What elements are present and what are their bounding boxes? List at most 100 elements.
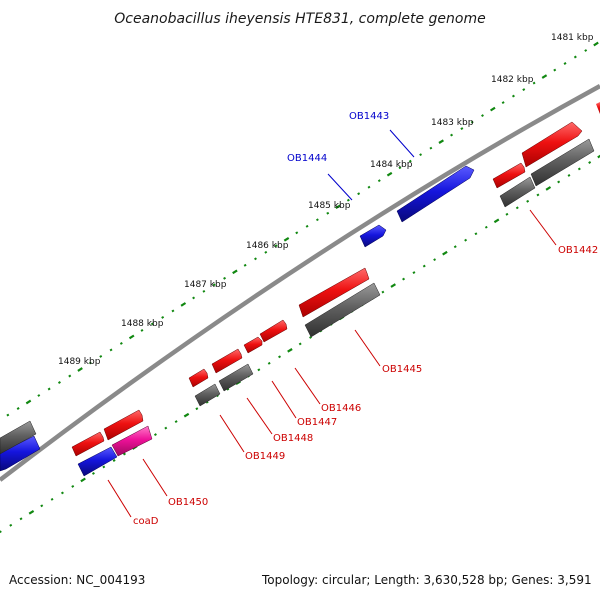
outer-ruler-minor-tick <box>429 146 433 150</box>
inner-ruler-minor-tick <box>112 459 116 462</box>
inner-ruler-minor-tick <box>567 174 571 177</box>
outer-ruler-major-tick <box>438 139 444 144</box>
inner-ruler-minor-tick <box>557 180 561 184</box>
outer-ruler-minor-tick <box>274 244 278 248</box>
outer-ruler-minor-tick <box>481 114 484 118</box>
inner-ruler-minor-tick <box>464 238 468 242</box>
outer-ruler-major-tick <box>335 204 341 210</box>
inner-ruler-major-tick <box>390 283 396 288</box>
inner-ruler-minor-tick <box>71 484 75 488</box>
gene-block-ob1449[interactable] <box>188 368 209 388</box>
outer-ruler-minor-tick <box>563 62 567 65</box>
inner-ruler-major-tick <box>597 154 600 159</box>
inner-ruler-minor-tick <box>505 212 509 216</box>
outer-ruler-minor-tick <box>357 192 361 196</box>
gene-block-ob1447[interactable] <box>243 336 263 354</box>
outer-ruler-minor-tick <box>161 315 165 319</box>
gene-leader-lines <box>107 129 557 518</box>
genome-summary-text: Topology: circular; Length: 3,630,528 bp… <box>262 573 592 587</box>
gene-label-ob1450[interactable]: OB1450 <box>168 497 208 508</box>
inner-ruler-minor-tick <box>205 400 209 404</box>
accession-text: Accession: NC_004193 <box>9 573 146 587</box>
inner-ruler-minor-tick <box>433 258 437 262</box>
gene-labels: OB1443 OB1444 OB1442 OB1445 OB1446 OB144… <box>133 111 598 527</box>
outer-ruler-major-tick <box>25 399 32 405</box>
outer-ruler-minor-tick <box>367 185 371 189</box>
gene-block-left-edge-reverse[interactable] <box>0 435 41 472</box>
outer-ruler-minor-tick <box>326 211 330 215</box>
gene-label-ob1444[interactable]: OB1444 <box>287 153 327 164</box>
kbp-label-1489: 1489 kbp <box>58 357 101 367</box>
outer-ruler-minor-tick <box>16 407 20 410</box>
inner-ruler-minor-tick <box>60 491 64 495</box>
outer-ruler-minor-tick <box>119 342 123 345</box>
outer-ruler-major-tick <box>490 106 496 112</box>
gene-block-ob1450[interactable] <box>71 409 144 457</box>
gene-label-ob1448[interactable]: OB1448 <box>273 433 313 444</box>
outer-ruler-minor-tick <box>408 159 412 163</box>
outer-ruler-major-tick <box>180 302 187 307</box>
kbp-label-1482: 1482 kbp <box>491 75 534 85</box>
gene-label-ob1445[interactable]: OB1445 <box>382 364 422 375</box>
inner-ruler-minor-tick <box>174 420 178 424</box>
inner-ruler-minor-tick <box>515 206 519 210</box>
inner-ruler-major-tick <box>442 250 448 256</box>
gene-block-ob1444[interactable] <box>359 224 387 248</box>
inner-ruler-minor-tick <box>122 452 126 456</box>
outer-ruler-major-tick <box>541 74 548 79</box>
outer-ruler-minor-tick <box>470 120 474 124</box>
kbp-labels: 1481 kbp 1482 kbp 1483 kbp 1484 kbp 1485… <box>58 33 594 367</box>
outer-ruler-minor-tick <box>223 276 227 280</box>
inner-ruler-minor-tick <box>257 368 261 372</box>
outer-ruler-minor-tick <box>295 231 299 235</box>
kbp-label-1486: 1486 kbp <box>246 241 289 251</box>
gene-label-ob1443[interactable]: OB1443 <box>349 111 389 122</box>
inner-ruler-minor-tick <box>50 497 54 501</box>
inner-ruler-minor-tick <box>9 523 13 527</box>
gene-block-ob1443[interactable] <box>396 165 475 223</box>
gene-block-ob1446[interactable] <box>259 319 288 343</box>
outer-ruler-minor-tick <box>140 328 144 332</box>
inner-ruler-minor-tick <box>412 271 416 275</box>
inner-ruler-minor-tick <box>536 193 540 197</box>
outer-ruler-minor-tick <box>305 224 309 228</box>
outer-ruler-minor-tick <box>522 88 526 92</box>
gene-label-ob1446[interactable]: OB1446 <box>321 403 361 414</box>
outer-ruler-minor-tick <box>109 348 113 352</box>
gene-features <box>0 102 600 477</box>
inner-tick-ruler <box>0 154 600 534</box>
inner-ruler-major-tick <box>80 477 86 483</box>
inner-ruler-major-tick <box>493 218 500 224</box>
gene-block-ob1442[interactable] <box>492 102 600 189</box>
gene-label-ob1447[interactable]: OB1447 <box>297 417 337 428</box>
gene-label-ob1449[interactable]: OB1449 <box>245 451 285 462</box>
inner-ruler-major-tick <box>287 348 293 353</box>
kbp-label-1481: 1481 kbp <box>551 33 594 43</box>
kbp-label-1485: 1485 kbp <box>308 201 351 211</box>
kbp-label-1484: 1484 kbp <box>370 160 413 170</box>
gene-label-coad[interactable]: coaD <box>133 516 159 527</box>
inner-ruler-minor-tick <box>422 264 426 268</box>
outer-ruler-minor-tick <box>460 127 464 131</box>
inner-ruler-major-tick <box>183 412 190 418</box>
inner-ruler-major-tick <box>545 186 552 191</box>
outer-ruler-minor-tick <box>584 49 588 52</box>
inner-ruler-minor-tick <box>298 342 302 346</box>
outer-ruler-minor-tick <box>377 179 381 183</box>
inner-ruler-minor-tick <box>588 161 592 164</box>
outer-ruler-minor-tick <box>243 263 247 267</box>
outer-ruler-minor-tick <box>398 166 402 170</box>
gene-block-ob1445[interactable] <box>298 267 370 318</box>
outer-ruler-minor-tick <box>346 198 350 202</box>
outer-ruler-major-tick <box>232 269 238 275</box>
outer-ruler-minor-tick <box>57 381 61 384</box>
inner-ruler-minor-tick <box>164 426 168 430</box>
inner-ruler-minor-tick <box>526 199 530 203</box>
inner-ruler-major-tick <box>28 509 35 515</box>
inner-ruler-minor-tick <box>484 225 488 229</box>
kbp-label-1488: 1488 kbp <box>121 319 164 329</box>
gene-block-coad[interactable] <box>77 425 153 477</box>
gene-label-ob1442[interactable]: OB1442 <box>558 245 598 256</box>
gene-block-ob1448[interactable] <box>211 348 243 374</box>
